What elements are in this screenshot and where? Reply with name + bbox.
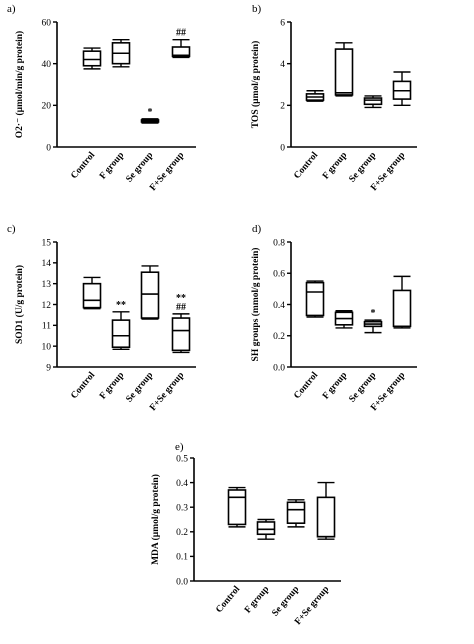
x-category-label: Se group xyxy=(270,585,301,619)
iqr-box xyxy=(256,521,276,536)
y-tick-label: 0 xyxy=(280,143,285,153)
box-control: Control xyxy=(69,47,102,181)
box-se-group: Se group xyxy=(347,95,383,185)
x-category-label: Control xyxy=(69,150,97,181)
y-tick-label: 0.2 xyxy=(176,528,188,538)
iqr-box xyxy=(140,271,160,319)
x-category-label: F group xyxy=(243,585,271,616)
x-category-label: Control xyxy=(214,584,242,615)
iqr-box xyxy=(82,282,102,309)
panel-letter: c) xyxy=(7,223,16,235)
y-tick-label: 0.0 xyxy=(176,577,188,587)
x-category-label: Control xyxy=(292,150,320,181)
y-tick-label: 12 xyxy=(42,301,52,311)
y-tick-label: 6 xyxy=(280,18,285,28)
box-control: Control xyxy=(214,486,247,615)
iqr-box xyxy=(286,501,306,524)
iqr-box xyxy=(171,317,191,352)
y-axis-label: MDA (µmol/g protein) xyxy=(150,474,161,565)
y-tick-label: 0.3 xyxy=(176,504,188,514)
y-tick-label: 14 xyxy=(42,259,52,269)
box-f-group: F group xyxy=(321,42,354,182)
y-tick-label: 20 xyxy=(42,102,52,112)
box-f-group: F group xyxy=(321,310,354,402)
y-tick-label: 2 xyxy=(280,102,285,112)
significance-annotation: * xyxy=(371,308,376,319)
significance-annotation: ## xyxy=(176,302,186,313)
panel-letter: e) xyxy=(175,441,184,453)
y-tick-label: 13 xyxy=(42,280,52,290)
iqr-box xyxy=(171,46,191,58)
x-category-label: Control xyxy=(69,370,97,401)
y-tick-label: 0.4 xyxy=(273,301,285,311)
x-category-label: F group xyxy=(321,151,349,182)
y-axis-label: TOS (µmol/g protein) xyxy=(250,41,261,128)
iqr-box xyxy=(227,489,247,526)
x-category-label: Control xyxy=(292,370,320,401)
box-f-group: F group xyxy=(243,518,276,616)
significance-annotation: ** xyxy=(176,293,186,304)
y-tick-label: 11 xyxy=(42,322,51,332)
iqr-box xyxy=(82,50,102,67)
box-control: Control xyxy=(292,280,325,401)
box-se-group: Se group xyxy=(270,499,306,619)
x-category-label: Se group xyxy=(124,371,155,405)
iqr-box xyxy=(305,281,325,317)
y-tick-label: 15 xyxy=(42,238,52,248)
y-tick-label: 0.2 xyxy=(273,332,285,342)
x-category-label: F group xyxy=(98,371,126,402)
y-tick-label: 0.1 xyxy=(176,553,188,563)
x-category-label: F group xyxy=(321,371,349,402)
x-category-label: Se group xyxy=(124,151,155,185)
box-f-se-group: F+Se group xyxy=(369,71,412,193)
box-se-group: * Se group xyxy=(124,107,160,185)
iqr-box xyxy=(334,48,354,96)
box-control: Control xyxy=(69,276,102,401)
y-tick-label: 0 xyxy=(46,143,51,153)
panel-letter: d) xyxy=(252,223,262,235)
y-tick-label: 0.0 xyxy=(273,363,285,373)
y-tick-label: 0.4 xyxy=(176,479,188,489)
box-f-se-group: ##F+Se group xyxy=(148,28,191,193)
box-control: Control xyxy=(292,90,325,181)
box-f-group: ** F group xyxy=(98,300,131,402)
y-tick-label: 0.6 xyxy=(273,270,285,280)
significance-annotation: ** xyxy=(116,300,126,311)
iqr-box xyxy=(363,97,383,106)
panel-e: e) 0.0 0.1 0.2 0.3 0.4 0.5 MDA (µmol/g protein)… xyxy=(150,441,341,627)
significance-annotation: ## xyxy=(176,28,186,39)
panel-d: d) 0.0 0.2 0.4 0.6 0.8 SH groups (mmol/g prote… xyxy=(250,223,417,413)
panel-c: c) 9 10 11 12 13 14 15 SOD1 (U/g protein) Control… xyxy=(7,223,196,413)
y-axis-label: SOD1 (U/g protein) xyxy=(14,265,25,344)
y-axis-label: SH groups (mmol/g protein) xyxy=(250,248,261,362)
panel-a: a) 0 20 40 60 O2·⁻ (µmol/min/g protein) Contro… xyxy=(7,3,196,193)
x-category-label: Se group xyxy=(347,371,378,405)
box-f-se-group: F+Se group xyxy=(369,275,412,413)
iqr-box xyxy=(392,289,412,328)
y-tick-label: 4 xyxy=(280,60,285,70)
iqr-box xyxy=(111,319,131,349)
x-category-label: F group xyxy=(98,151,126,182)
y-tick-label: 40 xyxy=(42,60,52,70)
panel-b: b) 0 2 4 6 TOS (µmol/g protein) Control F group… xyxy=(250,3,417,193)
y-tick-label: 10 xyxy=(42,342,52,352)
y-axis-label: O2·⁻ (µmol/min/g protein) xyxy=(14,31,25,138)
x-category-label: Se group xyxy=(347,151,378,185)
y-tick-label: 0.8 xyxy=(273,238,285,248)
y-tick-label: 0.5 xyxy=(176,454,188,464)
y-tick-label: 9 xyxy=(46,363,51,373)
box-f-group: F group xyxy=(98,39,131,182)
panel-letter: b) xyxy=(252,3,262,15)
panel-letter: a) xyxy=(7,3,16,15)
y-tick-label: 60 xyxy=(42,18,52,28)
iqr-box xyxy=(316,496,336,538)
significance-annotation: * xyxy=(148,107,153,118)
